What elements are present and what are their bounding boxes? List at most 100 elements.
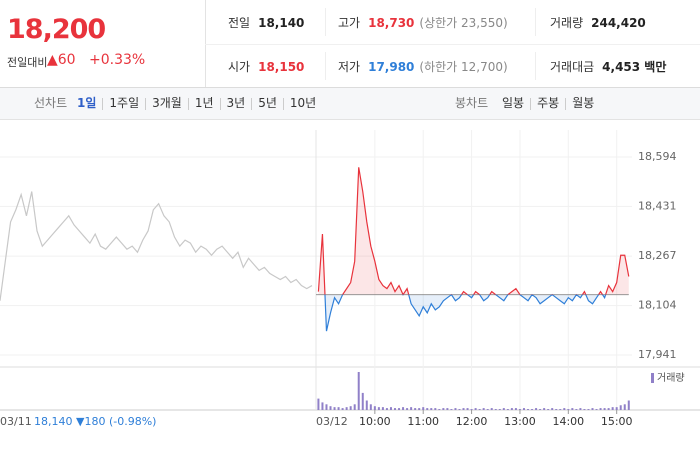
volume-bar: [329, 406, 332, 410]
volume-bar: [539, 409, 542, 410]
volume-bar: [325, 404, 328, 410]
tab-separator: [145, 98, 147, 110]
divider: [205, 44, 700, 45]
volume-bar: [385, 408, 388, 410]
period-tab[interactable]: 3개월: [152, 96, 182, 110]
period-tab[interactable]: 1일: [77, 96, 97, 110]
today-date: 03/12: [316, 415, 348, 428]
volume-bar: [462, 408, 465, 410]
volume-bar: [398, 408, 401, 410]
volume-bar: [410, 407, 413, 410]
volume-bar: [381, 407, 384, 410]
volume-bar: [466, 408, 469, 410]
x-tick-label: 10:00: [359, 415, 391, 428]
volume-bar: [527, 409, 530, 410]
volume-bar: [587, 409, 590, 410]
tab-separator: [187, 98, 189, 110]
stat-cell: 거래량 244,420: [550, 14, 646, 31]
volume-bar: [603, 408, 606, 410]
volume-bar: [486, 409, 489, 410]
volume-bar: [458, 409, 461, 410]
volume-bar: [623, 404, 626, 410]
candle-tab[interactable]: 일봉: [502, 96, 525, 110]
volume-bar: [567, 409, 570, 410]
x-tick-label: 13:00: [504, 415, 536, 428]
volume-bar: [510, 408, 513, 410]
volume-bar: [426, 408, 429, 410]
volume-bar: [434, 408, 437, 410]
volume-bar: [446, 408, 449, 410]
period-tab[interactable]: 1년: [194, 96, 214, 110]
stat-label: 거래량: [550, 16, 584, 30]
volume-bar: [373, 406, 376, 410]
x-tick-label: 15:00: [601, 415, 633, 428]
stat-cell: 시가 18,150: [228, 58, 304, 75]
x-tick-label: 11:00: [407, 415, 439, 428]
y-tick-label: 18,267: [638, 249, 677, 262]
volume-bar: [353, 404, 356, 410]
volume-bar: [345, 407, 348, 410]
volume-bar: [522, 408, 525, 410]
candle-tab[interactable]: 주봉: [537, 96, 560, 110]
volume-bar: [599, 408, 602, 410]
stat-cell: 고가 18,730 (상한가 23,550): [338, 14, 508, 31]
previous-line: [0, 191, 313, 301]
current-price: 18,200: [7, 14, 106, 45]
volume-bar: [627, 400, 630, 410]
y-tick-label: 18,431: [638, 199, 677, 212]
tab-separator: [530, 98, 532, 110]
volume-bar: [583, 409, 586, 410]
period-tab[interactable]: 5년: [258, 96, 277, 110]
chart: 18,594 18,431 18,267 18,104 17,941 10:00 11:00…: [0, 130, 700, 428]
stat-value: 4,453 백만: [602, 60, 667, 74]
volume-bar: [394, 408, 396, 410]
volume-bar: [369, 404, 372, 410]
volume-bar: [498, 409, 501, 410]
volume-bar: [478, 409, 481, 410]
divider: [535, 52, 536, 80]
candle-tab[interactable]: 월봉: [572, 96, 595, 110]
volume-bar: [619, 405, 622, 410]
x-tick-label: 14:00: [552, 415, 584, 428]
stat-value: 244,420: [591, 16, 646, 30]
price-panel: 18,200 전일대비 ▲60 +0.33%: [0, 0, 206, 87]
change-amount: ▲60: [47, 52, 76, 68]
volume-bar: [506, 409, 509, 410]
divider: [535, 8, 536, 36]
volume-bar: [418, 408, 421, 410]
tab-separator: [282, 98, 284, 110]
y-tick-label: 18,104: [638, 299, 677, 312]
x-tick-label: 12:00: [456, 415, 488, 428]
tab-group-label: 선차트: [34, 96, 68, 110]
volume-bar: [559, 409, 562, 410]
stat-cell: 전일 18,140: [228, 14, 304, 31]
tab-separator: [565, 98, 567, 110]
stat-value: 17,980: [368, 60, 415, 74]
volume-bar: [482, 408, 485, 410]
stat-value: 18,730: [368, 16, 415, 30]
stat-value: 18,150: [258, 60, 305, 74]
volume-bar: [450, 409, 453, 410]
volume-bar: [337, 407, 340, 410]
period-tab[interactable]: 10년: [289, 96, 317, 110]
period-tab[interactable]: 1주일: [109, 96, 140, 110]
volume-bar: [321, 402, 324, 410]
change-label: 전일대비: [7, 56, 48, 69]
stat-label: 시가: [228, 60, 251, 74]
area-up: [318, 167, 629, 295]
volume-bar: [402, 407, 405, 410]
volume-bar: [514, 408, 517, 410]
volume-bar: [595, 409, 598, 410]
volume-bar: [555, 409, 558, 410]
stat-label: 고가: [338, 16, 361, 30]
volume-bar: [502, 408, 505, 410]
period-tab[interactable]: 3년: [226, 96, 246, 110]
volume-bar: [442, 408, 445, 410]
volume-bar: [571, 408, 574, 410]
tab-group-label: 봉차트: [455, 96, 489, 110]
change-rate: +0.33%: [89, 52, 146, 68]
quote-header: 18,200 전일대비 ▲60 +0.33% 전일 18,140 고가 18,730 (…: [0, 0, 700, 88]
tab-bar: 선차트 1일 1주일 3개월 1년 3년 5년 10년 봉차트 일봉 주봉 월봉: [0, 88, 700, 120]
stat-note: (하한가 12,700): [419, 60, 508, 74]
volume-bar: [551, 408, 554, 410]
